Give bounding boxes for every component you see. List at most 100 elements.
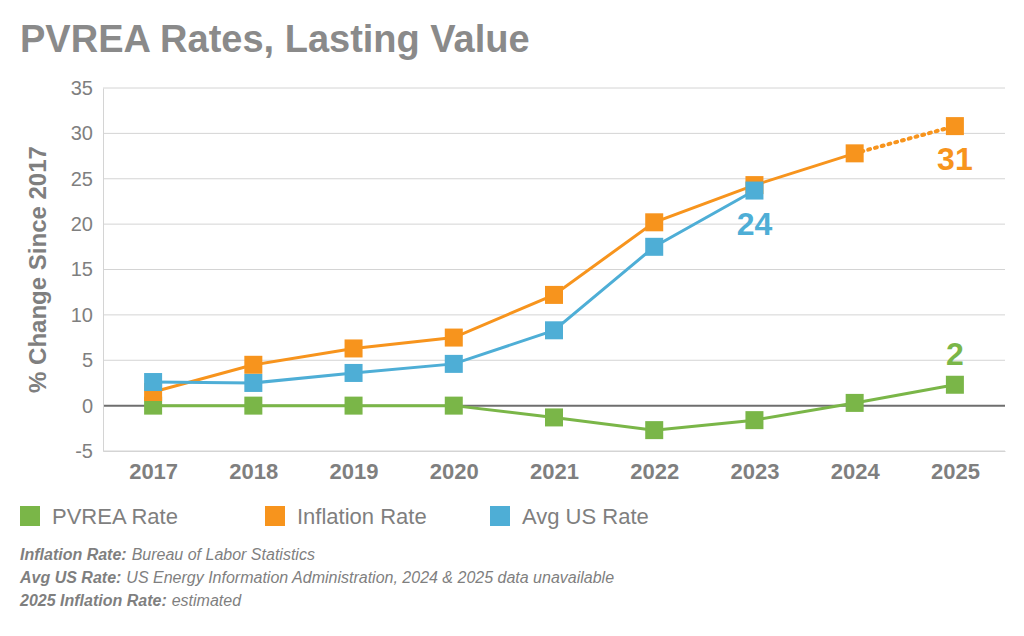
y-tick: 30 xyxy=(71,122,103,144)
marker xyxy=(545,286,563,304)
legend-item: PVREA Rate xyxy=(20,504,178,529)
legend-label: PVREA Rate xyxy=(52,504,178,529)
grid xyxy=(103,88,1005,451)
legend-item: Avg US Rate xyxy=(490,504,649,529)
series xyxy=(144,182,763,392)
marker xyxy=(545,321,563,339)
x-tick-label: 2018 xyxy=(229,459,278,484)
y-tick: 10 xyxy=(71,304,103,326)
series xyxy=(144,117,964,401)
y-tick-label: 0 xyxy=(82,395,93,417)
grid-line xyxy=(103,178,1005,179)
legend-label: Avg US Rate xyxy=(522,504,649,529)
note-label: 2025 Inflation Rate: xyxy=(19,592,167,609)
grid-line xyxy=(103,314,1005,315)
marks xyxy=(144,117,964,439)
series-line xyxy=(153,191,754,383)
note-text: Bureau of Labor Statistics xyxy=(132,546,315,563)
marker xyxy=(946,117,964,135)
note-label: Avg US Rate: xyxy=(19,569,121,586)
y-tick-label: 25 xyxy=(71,168,93,190)
note: 2025 Inflation Rate: estimated xyxy=(19,592,242,609)
marker xyxy=(645,238,663,256)
data-labels: 2 31 24 xyxy=(737,141,973,372)
y-tick-label: 35 xyxy=(71,77,93,99)
background xyxy=(0,0,1024,636)
x-tick: 2020 xyxy=(430,451,479,484)
legend-swatch xyxy=(20,506,40,526)
y-tick: 15 xyxy=(71,258,103,280)
note: Inflation Rate: Bureau of Labor Statistic… xyxy=(20,546,315,563)
legend-swatch xyxy=(490,506,510,526)
y-tick: 25 xyxy=(71,168,103,190)
note-label: Inflation Rate: xyxy=(20,546,127,563)
marker xyxy=(144,373,162,391)
y-tick-label: -5 xyxy=(75,440,93,462)
y-axis-line xyxy=(103,89,104,452)
y-tick: -5 xyxy=(75,440,103,462)
y-tick-label: 15 xyxy=(71,258,93,280)
x-tick-label: 2017 xyxy=(129,459,178,484)
note: Avg US Rate: US Energy Information Admini… xyxy=(19,569,614,586)
note-text: US Energy Information Administration, 20… xyxy=(126,569,614,586)
marker xyxy=(846,394,864,412)
title: PVREA Rates, Lasting Value xyxy=(20,18,530,60)
marker xyxy=(345,397,363,415)
legend-item: Inflation Rate xyxy=(265,504,427,529)
y-tick: 35 xyxy=(71,77,103,99)
grid-line xyxy=(103,224,1005,225)
marker xyxy=(244,397,262,415)
legend-label: Inflation Rate xyxy=(297,504,427,529)
data-label: 2 xyxy=(946,336,964,372)
grid-line xyxy=(103,451,1005,452)
marker xyxy=(846,144,864,162)
x-tick: 2018 xyxy=(229,451,278,484)
series-line xyxy=(153,153,855,392)
y-axis-title: % Change Since 2017 xyxy=(24,146,51,393)
y-tick: 0 xyxy=(82,395,103,417)
data-label: 24 xyxy=(737,206,773,242)
y-tick-label: 10 xyxy=(71,304,93,326)
y-tick-label: 30 xyxy=(71,122,93,144)
grid-line xyxy=(103,360,1005,361)
marker xyxy=(745,182,763,200)
series xyxy=(144,376,964,439)
x-tick-label: 2021 xyxy=(530,459,579,484)
x-tick: 2019 xyxy=(330,451,379,484)
marker xyxy=(645,213,663,231)
grid-line xyxy=(103,269,1005,270)
x-tick: 2024 xyxy=(831,451,881,484)
marker xyxy=(445,355,463,373)
y-tick: 20 xyxy=(71,213,103,235)
note-text: estimated xyxy=(172,592,242,609)
x-axis: 2017 2018 2019 2020 2021 2022 2023 2024 2025 xyxy=(104,451,1006,484)
legend-swatch xyxy=(265,506,285,526)
series-line xyxy=(153,385,955,430)
x-tick-label: 2025 xyxy=(931,459,980,484)
x-tick-label: 2024 xyxy=(831,459,881,484)
grid-line xyxy=(103,88,1005,89)
marker xyxy=(244,356,262,374)
marker xyxy=(545,408,563,426)
y-tick: 5 xyxy=(82,349,103,371)
notes: Inflation Rate: Bureau of Labor Statistic… xyxy=(19,546,614,609)
y-tick-label: 5 xyxy=(82,349,93,371)
marker xyxy=(745,411,763,429)
marker xyxy=(345,364,363,382)
y-tick-label: 20 xyxy=(71,213,93,235)
x-axis-line xyxy=(104,451,1006,452)
x-tick-label: 2023 xyxy=(730,459,779,484)
x-tick-label: 2020 xyxy=(430,459,479,484)
data-label: 31 xyxy=(937,141,973,177)
marker xyxy=(645,421,663,439)
marker xyxy=(946,376,964,394)
marker xyxy=(445,397,463,415)
legend: PVREA Rate Inflation Rate Avg US Rate xyxy=(20,504,649,529)
x-tick: 2023 xyxy=(730,451,779,484)
marker xyxy=(445,329,463,347)
x-tick-label: 2022 xyxy=(630,459,679,484)
x-tick: 2022 xyxy=(630,451,679,484)
x-tick-label: 2019 xyxy=(330,459,379,484)
grid-line xyxy=(103,133,1005,134)
x-tick: 2025 xyxy=(931,451,980,484)
